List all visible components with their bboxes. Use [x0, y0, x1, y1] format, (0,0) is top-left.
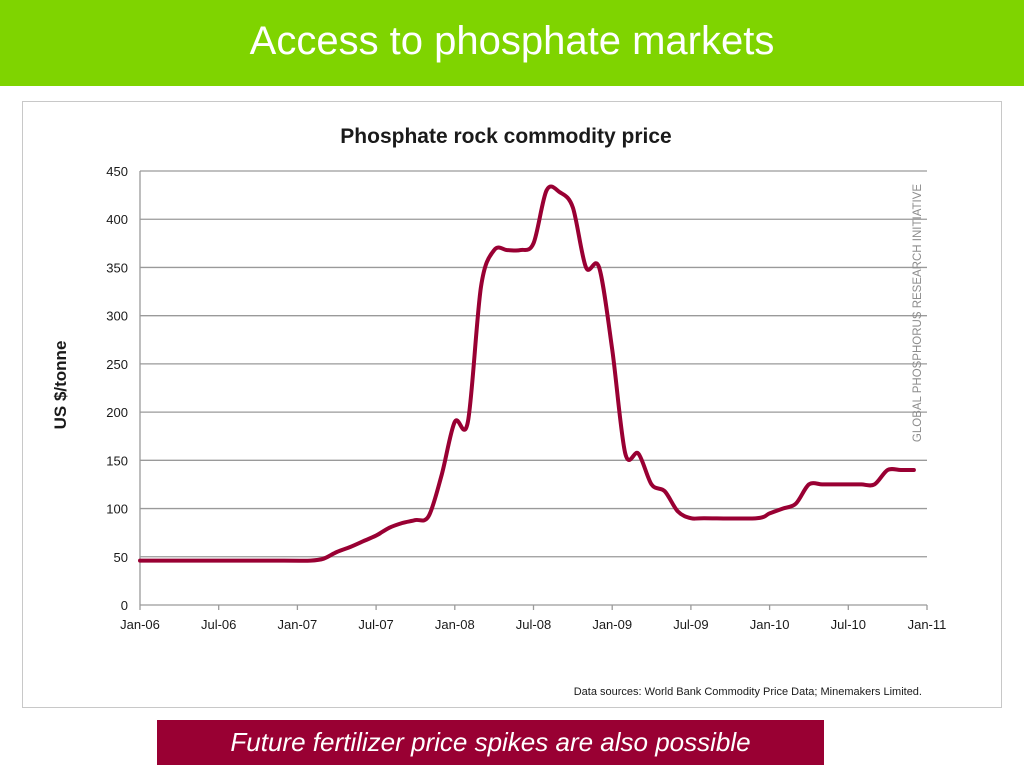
y-tick-label: 350 — [106, 260, 128, 275]
x-tick-label: Jan-11 — [908, 617, 947, 632]
chart-frame: Phosphate rock commodity price 0 50 100 150… — [22, 101, 1002, 708]
bottom-banner: Future fertilizer price spikes are also … — [157, 720, 824, 765]
x-tick-label: Jan-07 — [278, 617, 318, 632]
y-tick-label: 100 — [106, 502, 128, 517]
slide-header: Access to phosphate markets — [0, 0, 1024, 86]
x-tick-label: Jul-06 — [201, 617, 236, 632]
data-source-note: Data sources: World Bank Commodity Price… — [574, 686, 922, 698]
y-tick-label: 0 — [121, 598, 128, 613]
x-tick-label: Jul-08 — [516, 617, 551, 632]
y-tick-label: 400 — [106, 212, 128, 227]
chart-title: Phosphate rock commodity price — [340, 125, 671, 148]
price-line-chart: Phosphate rock commodity price 0 50 100 150… — [51, 125, 947, 698]
y-tick-label: 450 — [106, 164, 128, 179]
y-tick-label: 250 — [106, 357, 128, 372]
x-tick-label: Jul-09 — [673, 617, 708, 632]
slide-title: Access to phosphate markets — [249, 18, 775, 63]
y-tick-label: 50 — [114, 550, 128, 565]
series-line — [138, 184, 916, 563]
x-tick-label: Jul-10 — [831, 617, 866, 632]
x-tick-label: Jul-07 — [358, 617, 393, 632]
x-tick-label: Jan-08 — [435, 617, 475, 632]
y-tick-label: 200 — [106, 405, 128, 420]
x-tick-label: Jan-10 — [750, 617, 790, 632]
x-tick-label: Jan-09 — [592, 617, 632, 632]
y-tick-label: 300 — [106, 309, 128, 324]
y-tick-label: 150 — [106, 453, 128, 468]
banner-text: Future fertilizer price spikes are also … — [230, 727, 751, 757]
watermark-text: GLOBAL PHOSPHORUS RESEARCH INITIATIVE — [912, 184, 924, 442]
x-tick-label: Jan-06 — [120, 617, 160, 632]
y-axis-label: US $/tonne — [51, 341, 70, 430]
